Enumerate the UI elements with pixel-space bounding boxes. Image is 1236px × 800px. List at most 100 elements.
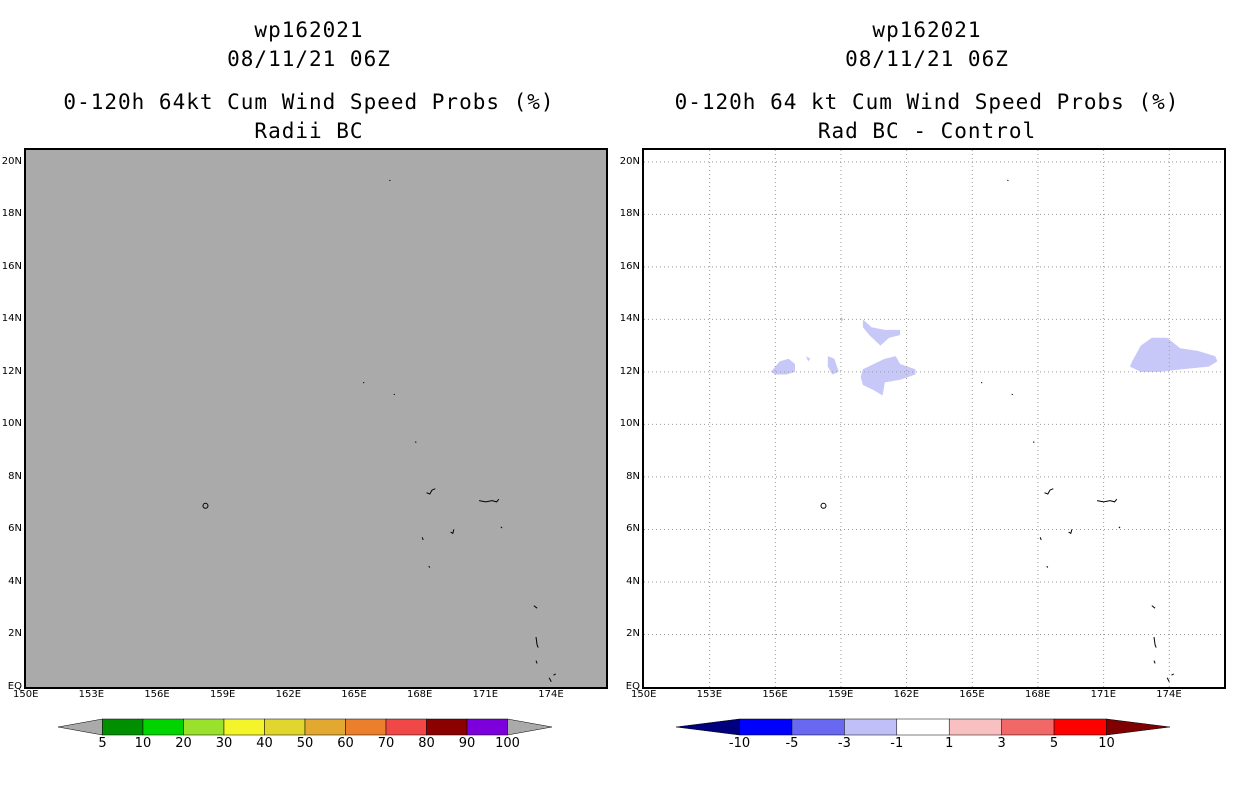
colorbar-tick-label: 70 <box>377 736 395 751</box>
lat-tick-label: 4N <box>8 575 22 587</box>
left-product-title: 0-120h 64kt Cum Wind Speed Probs (%) <box>63 90 555 114</box>
lat-tick-label: EQ <box>625 681 640 692</box>
colorbar-tick-label: 20 <box>175 736 192 751</box>
island-outline <box>1153 637 1157 648</box>
lat-tick-label: 14N <box>1 313 22 325</box>
probability-shade-region <box>806 356 811 362</box>
island-outline <box>820 502 827 509</box>
lon-tick-label: 150E <box>13 689 39 700</box>
left-colorbar <box>57 718 553 736</box>
left-map-panel: wp162021 08/11/21 06Z 0-120h 64kt Cum Wi… <box>1 18 608 751</box>
colorbar-tick-label: -10 <box>728 736 751 751</box>
colorbar-tick-label: 60 <box>337 736 354 751</box>
lon-tick-label: 174E <box>1156 689 1182 700</box>
lat-tick-label: 18N <box>619 208 640 220</box>
island-outline <box>450 529 455 535</box>
island-outline <box>1007 179 1009 182</box>
right-product-title: 0-120h 64 kt Cum Wind Speed Probs (%) <box>674 90 1180 114</box>
island-outline <box>533 605 538 609</box>
lon-tick-label: 168E <box>1024 689 1051 700</box>
colorbar-tick-label: 10 <box>134 736 152 751</box>
probability-shade-region <box>862 319 901 346</box>
colorbar-box <box>948 718 1002 736</box>
left-storm-id: wp162021 <box>254 18 364 42</box>
island-outline <box>393 393 396 396</box>
colorbar-tick-label: 100 <box>495 736 520 751</box>
left-subtitle: Radii BC <box>254 119 364 143</box>
colorbar-tick-label: 5 <box>98 736 107 751</box>
island-outline <box>553 673 556 676</box>
island-outline <box>362 381 365 384</box>
lat-tick-label: 2N <box>626 628 640 640</box>
right-map-canvas <box>644 150 1224 687</box>
probability-shade-region <box>770 358 795 375</box>
colorbar-arrow-low <box>57 718 103 736</box>
island-outline <box>1046 565 1049 568</box>
probability-shade-region <box>827 356 839 375</box>
lat-tick-label: 8N <box>8 470 22 482</box>
colorbar-box <box>304 718 346 736</box>
colorbar-arrow-high <box>1106 718 1171 736</box>
lon-tick-label: 153E <box>78 689 105 700</box>
lat-tick-label: 18N <box>1 208 22 220</box>
left-map-canvas <box>26 150 606 687</box>
lat-tick-label: 16N <box>619 260 640 272</box>
colorbar-box <box>385 718 427 736</box>
island-outline <box>1011 393 1014 396</box>
lat-tick-label: 20N <box>619 155 640 167</box>
lon-tick-label: 165E <box>959 689 985 700</box>
lat-tick-label: 2N <box>8 628 22 640</box>
lon-tick-label: 156E <box>762 689 788 700</box>
island-outline <box>1166 677 1170 682</box>
lon-tick-label: 168E <box>406 689 433 700</box>
colorbar-box <box>223 718 265 736</box>
lat-tick-label: 12N <box>619 365 640 377</box>
island-outline <box>1171 673 1174 676</box>
colorbar-box <box>426 718 468 736</box>
island-outline <box>1039 537 1042 541</box>
colorbar-box <box>1053 718 1107 736</box>
colorbar-tick-label: 1 <box>945 736 954 751</box>
colorbar-tick-label: -5 <box>785 736 799 751</box>
map-background <box>26 150 606 687</box>
lat-tick-label: 8N <box>626 470 640 482</box>
colorbar-box <box>183 718 225 736</box>
colorbar-arrow-high <box>507 718 553 736</box>
lat-tick-label: 14N <box>619 313 640 325</box>
lat-tick-label: 12N <box>1 365 22 377</box>
island-outline <box>1153 660 1156 664</box>
right-colorbar <box>675 718 1171 736</box>
colorbar-box <box>102 718 144 736</box>
lat-tick-label: EQ <box>7 681 22 692</box>
lon-tick-label: 159E <box>209 689 236 700</box>
right-storm-id: wp162021 <box>872 18 982 42</box>
colorbar-tick-label: 90 <box>458 736 476 751</box>
right-subtitle: Rad BC - Control <box>817 119 1037 143</box>
lon-tick-label: 171E <box>472 689 499 700</box>
lon-tick-label: 156E <box>144 689 170 700</box>
lon-tick-label: 171E <box>1090 689 1117 700</box>
colorbar-tick-label: 10 <box>1098 736 1115 751</box>
lon-tick-label: 153E <box>696 689 723 700</box>
lon-tick-label: 174E <box>538 689 564 700</box>
colorbar-tick-label: -3 <box>837 736 851 751</box>
island-outline <box>202 502 209 509</box>
island-outline <box>428 565 431 568</box>
probability-shade-region <box>860 356 916 396</box>
island-outline <box>500 526 503 529</box>
lat-tick-label: 16N <box>1 260 22 272</box>
colorbar-tick-label: -1 <box>890 736 904 751</box>
colorbar-box <box>791 718 845 736</box>
right-map-panel: wp162021 08/11/21 06Z 0-120h 64 kt Cum W… <box>618 0 1236 800</box>
island-outline <box>1044 488 1054 495</box>
colorbar-box <box>345 718 387 736</box>
island-outline <box>479 498 500 503</box>
colorbar-tick-label: 80 <box>418 736 435 751</box>
lon-tick-label: 150E <box>631 689 657 700</box>
right-map-plot <box>642 148 1226 689</box>
island-outline <box>1097 498 1118 503</box>
colorbar-box <box>739 718 793 736</box>
probability-shade-region <box>841 316 844 322</box>
colorbar-box <box>466 718 508 736</box>
right-datetime: 08/11/21 06Z <box>845 47 1009 71</box>
